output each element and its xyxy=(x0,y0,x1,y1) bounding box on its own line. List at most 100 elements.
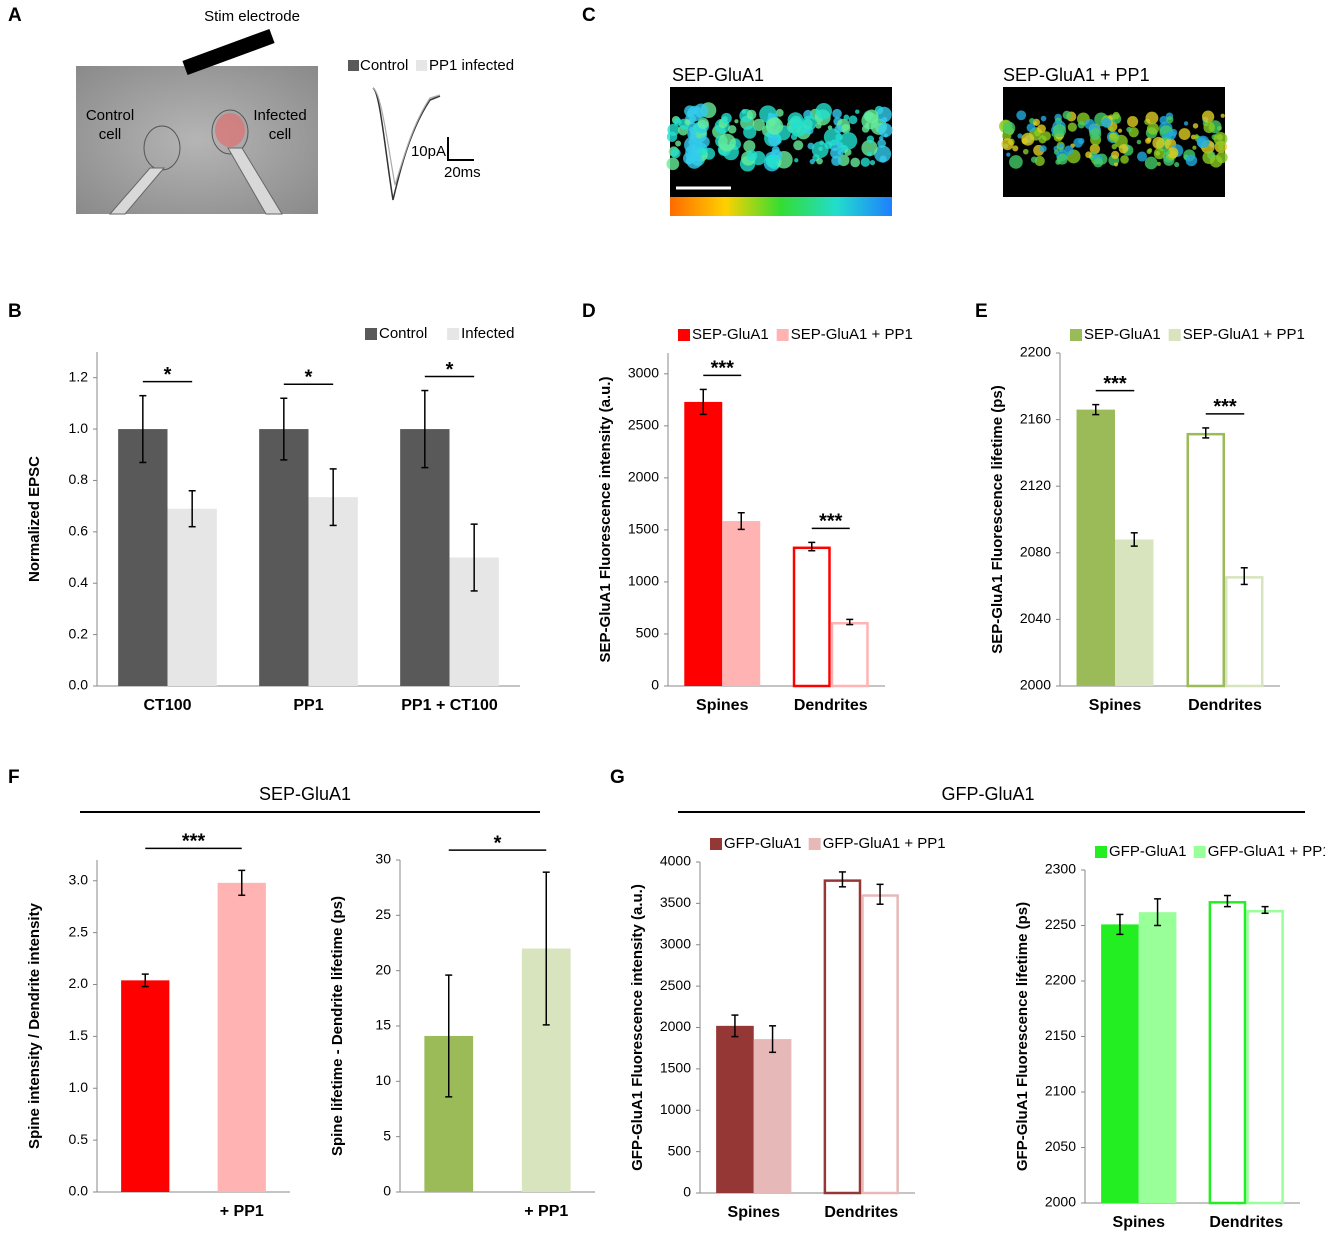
x-tick-label: Spines xyxy=(696,697,749,714)
y-tick-label: 1.5 xyxy=(69,1027,89,1043)
bar xyxy=(861,894,899,1195)
y-tick-label: 25 xyxy=(375,906,391,922)
legend-swatch xyxy=(365,328,377,340)
y-tick-label: 20 xyxy=(375,961,391,977)
legend-swatch xyxy=(416,60,427,71)
blob xyxy=(1078,137,1085,145)
blob xyxy=(844,148,852,156)
x-tick-label: + PP1 xyxy=(524,1203,568,1220)
y-tick-label: 3000 xyxy=(628,365,659,381)
image-title: SEP-GluA1 + PP1 xyxy=(1003,65,1150,85)
x-tick-label: Dendrites xyxy=(1209,1214,1283,1231)
blob xyxy=(743,125,757,139)
blob xyxy=(1203,121,1215,134)
y-tick-label: 1000 xyxy=(660,1101,691,1117)
blob xyxy=(879,155,887,163)
blob xyxy=(1056,153,1068,165)
blob xyxy=(675,140,682,147)
y-tick-label: 2000 xyxy=(628,469,659,485)
legend-label: SEP-GluA1 xyxy=(692,326,769,343)
legend-swatch xyxy=(1168,329,1181,341)
legend-label: GFP-GluA1 + PP1 xyxy=(823,835,946,852)
section-title: GFP-GluA1 xyxy=(941,784,1034,804)
legend-label: SEP-GluA1 + PP1 xyxy=(1183,326,1305,343)
blob xyxy=(1213,131,1228,146)
y-axis-label: Normalized EPSC xyxy=(26,456,43,582)
legend-label: SEP-GluA1 xyxy=(1084,326,1161,343)
blob xyxy=(1153,147,1166,160)
blob xyxy=(1052,123,1067,138)
y-tick-label: 15 xyxy=(375,1017,391,1033)
blob xyxy=(1166,116,1174,124)
significance-label: * xyxy=(164,364,172,386)
blob xyxy=(1220,113,1225,118)
bar xyxy=(1186,432,1225,688)
bar xyxy=(753,1039,792,1193)
bar xyxy=(722,521,761,686)
panel-labels: A B C D E F G xyxy=(8,5,988,788)
blob xyxy=(1089,128,1102,141)
blob xyxy=(1001,138,1014,151)
blob xyxy=(883,133,889,138)
blob xyxy=(787,112,804,128)
scale-bar xyxy=(447,137,474,161)
blob xyxy=(855,109,860,114)
legend-label: Control xyxy=(379,325,427,342)
blob xyxy=(666,157,680,171)
blob xyxy=(1006,152,1011,157)
blob xyxy=(1039,145,1047,153)
blob xyxy=(727,125,737,134)
y-tick-label: 2160 xyxy=(1020,410,1051,426)
blob xyxy=(1109,126,1114,132)
significance-label: *** xyxy=(1213,396,1237,418)
x-tick-label: Spines xyxy=(728,1204,781,1221)
blob xyxy=(684,119,691,126)
pipette xyxy=(108,167,166,215)
blob xyxy=(1118,144,1129,154)
blob xyxy=(1178,128,1191,141)
bar xyxy=(400,429,450,686)
x-tick-label: Spines xyxy=(1113,1214,1166,1231)
blob xyxy=(1185,154,1198,167)
y-tick-label: 0.2 xyxy=(69,625,89,641)
blob xyxy=(1174,161,1180,168)
blob xyxy=(1218,145,1224,151)
chart: 0 500 1000 1500 2000 2500 3000 SEP-GluA1 Fluore… xyxy=(597,326,913,714)
bar xyxy=(121,980,170,1192)
blob xyxy=(1146,148,1152,155)
electrode xyxy=(182,28,275,76)
y-tick-label: 2.5 xyxy=(69,923,89,939)
blob xyxy=(830,147,842,159)
blob xyxy=(686,152,703,169)
blob xyxy=(1029,117,1035,124)
section-title: SEP-GluA1 xyxy=(259,784,351,804)
y-tick-label: 1.0 xyxy=(69,420,89,436)
legend-label: PP1 infected xyxy=(429,57,514,74)
scale-label: 20ms xyxy=(444,164,481,181)
blob xyxy=(832,108,842,119)
y-tick-label: 2.0 xyxy=(69,975,89,991)
infected-cell xyxy=(215,113,245,147)
y-tick-label: 500 xyxy=(636,625,660,641)
y-tick-label: 0 xyxy=(683,1184,691,1200)
bar xyxy=(308,497,358,686)
blob xyxy=(1108,132,1119,142)
chart: 2000 2050 2100 2150 2200 2250 2300 GFP-GluA1 Fl… xyxy=(1014,843,1325,1231)
blob xyxy=(1093,157,1104,168)
chart: 0 500 1000 1500 2000 2500 3000 3500 4000 GFP-GluA… xyxy=(629,835,946,1221)
panel-label: B xyxy=(8,301,22,322)
legend-swatch xyxy=(1095,846,1107,858)
x-tick-label: Dendrites xyxy=(824,1204,898,1221)
y-tick-label: 0.6 xyxy=(69,523,89,539)
significance-label: * xyxy=(446,359,454,381)
panel-a: Stim electrode Control cell Infected cel… xyxy=(76,8,514,215)
y-tick-label: 2250 xyxy=(1045,916,1076,932)
blob xyxy=(1026,123,1036,133)
blob xyxy=(874,145,892,163)
blob xyxy=(1002,121,1016,135)
y-tick-label: 3000 xyxy=(660,935,691,951)
blob xyxy=(1101,117,1112,128)
blob xyxy=(1166,130,1177,140)
blob xyxy=(1117,128,1123,133)
blob xyxy=(1120,155,1129,164)
